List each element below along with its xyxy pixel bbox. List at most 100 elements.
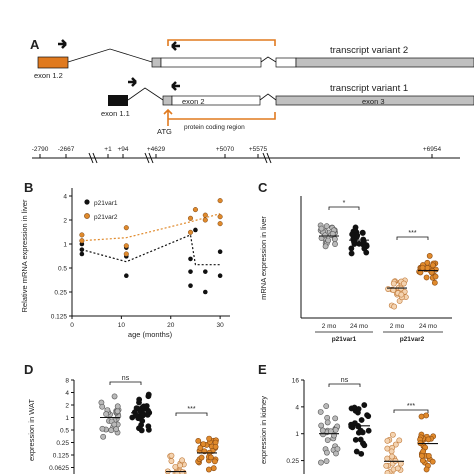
y-tick-label: 0.5 <box>58 266 67 273</box>
significance-bracket <box>175 412 208 416</box>
exon-2-coding-start <box>151 57 162 68</box>
y-tick-label: 2 <box>65 403 69 410</box>
data-point <box>365 427 372 434</box>
reverse-primer-arrow-icon <box>171 81 180 91</box>
legend: p21var1 p21var2 <box>84 199 118 221</box>
data-point <box>114 403 121 410</box>
position-label: +5575 <box>249 146 268 153</box>
panel-label-c: C <box>258 180 268 195</box>
data-point <box>323 458 330 465</box>
data-point-p21var2 <box>187 229 194 235</box>
data-point <box>198 454 205 461</box>
data-point <box>200 441 207 447</box>
exon-1-2-label: exon 1.2 <box>34 71 63 80</box>
panel-e-chart: expression in kidney 16 4 1 0.25 ns *** <box>259 377 438 474</box>
data-point <box>419 457 426 464</box>
data-point <box>352 436 359 443</box>
exon-3-box <box>295 57 474 68</box>
data-point <box>211 458 218 465</box>
panel-c-chart: mRNA expression in liver **** 2 mo 24 mo… <box>259 196 452 343</box>
protein-coding-label: protein coding region <box>184 124 245 131</box>
x-tick-label: 30 <box>217 322 225 329</box>
x-tick-label: 10 <box>118 322 126 329</box>
significance-bracket <box>109 381 142 385</box>
data-point <box>331 236 338 243</box>
data-point <box>111 393 118 400</box>
data-point <box>103 411 109 417</box>
data-point <box>425 436 432 443</box>
data-point-p21var2 <box>202 212 208 218</box>
position-label: +1 <box>104 146 112 153</box>
data-point <box>333 450 339 457</box>
exon-2-label: exon 2 <box>182 97 205 106</box>
data-point <box>349 231 356 238</box>
position-label: +94 <box>117 146 128 153</box>
data-point <box>145 423 152 430</box>
data-point <box>179 457 185 464</box>
axis-break <box>266 152 272 164</box>
data-point <box>324 419 331 426</box>
y-tick-label: 0.125 <box>53 453 70 460</box>
exon-3-label: exon 3 <box>362 97 385 106</box>
data-point <box>108 427 115 434</box>
axis-break <box>144 152 150 164</box>
forward-primer-arrow-icon <box>58 39 67 49</box>
data-point <box>323 403 330 410</box>
x-tick-label: 20 <box>167 322 175 329</box>
data-point <box>168 452 175 459</box>
y-tick-label: 0.25 <box>54 290 67 297</box>
data-point <box>394 465 401 472</box>
significance-label: * <box>343 200 346 207</box>
data-point <box>332 241 338 248</box>
data-point-p21var2 <box>187 215 194 221</box>
gene-label: p21var1 <box>332 336 357 343</box>
exon-2-box <box>171 95 261 106</box>
exon-2-box <box>160 57 262 68</box>
significance-label: *** <box>407 403 415 410</box>
data-point-p21var2 <box>123 243 129 249</box>
significance-label: ns <box>122 375 130 382</box>
data-point <box>423 412 430 419</box>
trend-line-p21var2 <box>81 213 221 242</box>
panel-b-chart: Relative mRNA expression in liver age (m… <box>20 188 230 339</box>
protein-coding-bracket <box>168 112 276 120</box>
y-tick-label: 4 <box>295 404 299 411</box>
data-point <box>429 458 436 465</box>
y-axis-label: expression in kidney <box>259 396 268 464</box>
significance-label: *** <box>187 406 195 413</box>
data-point-p21var1 <box>217 249 223 255</box>
data-point <box>390 280 397 287</box>
data-point <box>391 303 398 310</box>
data-point <box>351 404 358 411</box>
data-point <box>348 245 355 252</box>
axis-break <box>92 152 98 164</box>
data-point <box>396 437 403 444</box>
data-point <box>353 448 360 455</box>
position-label: +5070 <box>216 146 235 153</box>
y-tick-label: 8 <box>65 378 69 385</box>
data-point-p21var1 <box>79 251 85 257</box>
position-label: +4629 <box>147 146 166 153</box>
data-point <box>322 243 329 250</box>
data-point <box>385 286 392 292</box>
data-point-p21var1 <box>203 289 208 295</box>
exon-2-coding-start <box>162 95 173 106</box>
data-point <box>210 465 217 472</box>
data-point <box>400 280 407 287</box>
data-point-p21var1 <box>203 269 208 274</box>
data-point-p21var2 <box>192 207 198 213</box>
data-point <box>133 412 139 419</box>
transcript-variant-1: transcript variant 1 exon 2 exon 3 exon … <box>101 77 474 136</box>
data-point <box>99 403 106 410</box>
data-point <box>361 402 368 408</box>
data-point <box>208 454 214 461</box>
data-point <box>168 458 175 464</box>
data-point-p21var2 <box>217 221 223 227</box>
panel-label-b: B <box>24 180 33 195</box>
legend-marker-var1 <box>84 199 90 205</box>
y-tick-label: 1 <box>295 431 299 438</box>
exon-3-box <box>275 95 474 106</box>
data-point <box>174 470 181 474</box>
significance-bracket <box>393 409 429 413</box>
y-tick-label: 16 <box>292 378 300 385</box>
